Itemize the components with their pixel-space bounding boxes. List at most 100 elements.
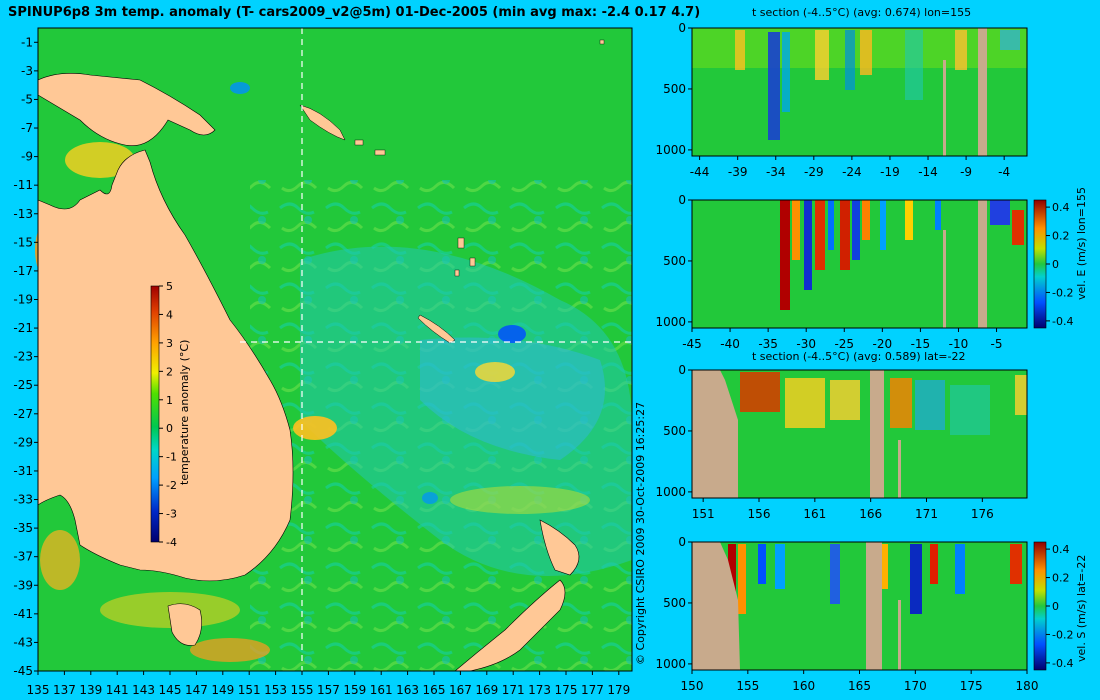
panel3-x-ticks: 151 156 161 166 171 176 — [692, 498, 994, 521]
section-x-tick-label: -19 — [880, 165, 900, 179]
section-x-tick-label: -15 — [911, 337, 931, 351]
section-x-tick-label: -29 — [804, 165, 824, 179]
velocity-colorbar-tick-label: 0 — [1052, 600, 1059, 613]
map-y-tick-label: -23 — [13, 350, 33, 364]
section-y-tick-label: 500 — [663, 596, 686, 610]
section-y-tick-label: 0 — [678, 21, 686, 35]
map-y-tick-label: -39 — [13, 578, 33, 592]
map-x-tick-label: 151 — [238, 683, 261, 697]
section-x-tick-label: -5 — [991, 337, 1003, 351]
map-colorbar-tick-label: 5 — [166, 280, 173, 293]
map-y-tick-label: -9 — [21, 150, 33, 164]
map-colorbar-tick-label: -3 — [166, 508, 177, 521]
section-x-tick-label: 165 — [848, 679, 871, 693]
map-y-tick-label: -33 — [13, 493, 33, 507]
map-x-tick-label: 153 — [264, 683, 287, 697]
section-x-tick-label: -35 — [758, 337, 778, 351]
panel4-y-ticks: 0 500 1000 — [655, 535, 692, 671]
panel4-colorbar — [1033, 541, 1047, 671]
section-x-tick-label: 176 — [971, 507, 994, 521]
velocity-colorbar-tick-label: 0.2 — [1052, 572, 1070, 585]
panel4-colorbar-ticks: 0.4 0.2 0 -0.2 -0.4 — [1046, 543, 1073, 670]
map-x-tick-label: 165 — [423, 683, 446, 697]
map-y-tick-label: -17 — [13, 264, 33, 278]
map-y-tick-label: -25 — [13, 378, 33, 392]
map-x-tick-label: 143 — [132, 683, 155, 697]
panel1-title: t section (-4..5°C) (avg: 0.674) lon=155 — [752, 6, 972, 19]
map-x-tick-label: 141 — [106, 683, 129, 697]
map-y-tick-label: -21 — [13, 321, 33, 335]
map-x-ticks: 135 137 139 141 143 145 147 149 151 153 155 157 159 1… — [27, 671, 630, 697]
section-x-tick-label: 150 — [681, 679, 704, 693]
section-x-tick-label: -45 — [682, 337, 702, 351]
section-x-tick-label: -4 — [998, 165, 1010, 179]
map-colorbar-tick-label: 4 — [166, 308, 173, 321]
map-y-tick-label: -3 — [21, 64, 33, 78]
map-y-tick-label: -15 — [13, 235, 33, 249]
map-x-tick-label: 167 — [449, 683, 472, 697]
section-x-tick-label: 175 — [960, 679, 983, 693]
map-colorbar-ticks: 5 4 3 2 1 0 -1 -2 -3 -4 — [159, 280, 177, 549]
map-colorbar — [150, 285, 160, 543]
map-y-tick-label: -11 — [13, 178, 33, 192]
section-x-tick-label: -20 — [873, 337, 893, 351]
map-y-tick-label: -31 — [13, 464, 33, 478]
nz-north — [539, 519, 580, 576]
velocity-colorbar-tick-label: -0.2 — [1052, 628, 1073, 641]
section-x-tick-label: -10 — [949, 337, 969, 351]
map-y-ticks: -1 -3 -5 -7 -9 -11 -13 -15 -17 -19 -21 -23 -25 -27 -29… — [13, 35, 38, 678]
map-colorbar-tick-label: 2 — [166, 365, 173, 378]
map-y-tick-label: -1 — [21, 35, 33, 49]
map-y-tick-label: -43 — [13, 635, 33, 649]
section-x-tick-label: 160 — [792, 679, 815, 693]
map-colorbar-tick-label: 0 — [166, 422, 173, 435]
velocity-colorbar-tick-label: -0.2 — [1052, 286, 1073, 299]
section-x-tick-label: 166 — [859, 507, 882, 521]
section-x-tick-label: -44 — [690, 165, 710, 179]
section-y-tick-label: 1000 — [655, 143, 686, 157]
map-x-tick-label: 159 — [343, 683, 366, 697]
map-x-tick-label: 163 — [396, 683, 419, 697]
section-x-tick-label: 151 — [692, 507, 715, 521]
section-x-tick-label: -14 — [918, 165, 938, 179]
section-y-tick-label: 500 — [663, 82, 686, 96]
map-x-tick-label: 157 — [317, 683, 340, 697]
section-x-tick-label: 180 — [1016, 679, 1039, 693]
map-x-tick-label: 155 — [291, 683, 314, 697]
panel3-y-ticks: 0 500 1000 — [655, 363, 692, 499]
section-x-tick-label: 156 — [748, 507, 771, 521]
australia — [37, 149, 294, 582]
velocity-colorbar-tick-label: -0.4 — [1052, 315, 1073, 328]
map-x-tick-label: 171 — [502, 683, 525, 697]
map-y-tick-label: -37 — [13, 550, 33, 564]
panel2-y-ticks: 0 500 1000 — [655, 193, 692, 329]
map-x-tick-label: 139 — [79, 683, 102, 697]
section-x-tick-label: 171 — [915, 507, 938, 521]
map-y-tick-label: -19 — [13, 292, 33, 306]
panel1-x-ticks: -44 -39 -34 -29 -24 -19 -14 -9 -4 — [690, 156, 1010, 179]
map-y-tick-label: -45 — [13, 664, 33, 678]
tasmania — [167, 603, 202, 646]
map-x-tick-label: 137 — [53, 683, 76, 697]
section-x-tick-label: -40 — [720, 337, 740, 351]
section-y-tick-label: 500 — [663, 254, 686, 268]
map-y-tick-label: -13 — [13, 207, 33, 221]
map-y-tick-label: -5 — [21, 92, 33, 106]
new-caledonia — [417, 314, 456, 344]
map-colorbar-tick-label: -1 — [166, 451, 177, 464]
panel4-x-ticks: 150 155 160 165 170 175 180 — [681, 670, 1039, 693]
panel2-plot — [691, 199, 1028, 329]
section-y-tick-label: 1000 — [655, 485, 686, 499]
map-x-tick-label: 175 — [555, 683, 578, 697]
nz-south — [454, 579, 566, 672]
panel2-colorbar — [1033, 199, 1047, 329]
map-colorbar-tick-label: 1 — [166, 394, 173, 407]
velocity-colorbar-tick-label: 0.4 — [1052, 201, 1070, 214]
map-x-tick-label: 149 — [211, 683, 234, 697]
map-y-tick-label: -7 — [21, 121, 33, 135]
panel2-colorbar-ticks: 0.4 0.2 0 -0.2 -0.4 — [1046, 201, 1073, 328]
map-x-tick-label: 161 — [370, 683, 393, 697]
new-guinea — [37, 73, 216, 147]
